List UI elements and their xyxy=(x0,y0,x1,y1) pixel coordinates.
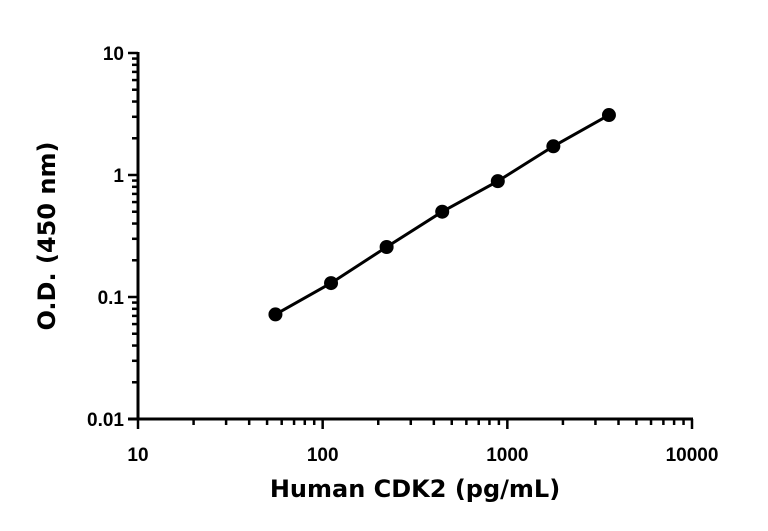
data-point xyxy=(490,174,505,189)
y-axis-title: O.D. (450 nm) xyxy=(33,142,61,331)
axes xyxy=(128,52,693,421)
data-point xyxy=(601,108,616,123)
x-tick-label: 100 xyxy=(307,445,339,466)
x-axis-title: Human CDK2 (pg/mL) xyxy=(270,475,560,503)
data-point xyxy=(324,276,339,291)
x-axis-ticks xyxy=(136,419,694,429)
data-series xyxy=(268,108,616,322)
x-tick-label: 10000 xyxy=(666,445,719,466)
y-axis-ticks xyxy=(128,51,138,421)
x-tick-label: 10 xyxy=(127,445,148,466)
data-point xyxy=(268,307,283,322)
y-tick-label: 0.01 xyxy=(87,410,124,431)
y-tick-label: 10 xyxy=(103,44,124,65)
y-tick-labels: 0.01 0.1 1 10 xyxy=(87,44,124,431)
data-point xyxy=(546,139,561,154)
y-tick-label: 0.1 xyxy=(98,288,125,309)
data-point xyxy=(379,239,394,254)
x-tick-labels: 10 100 1000 10000 xyxy=(127,445,718,466)
y-tick-label: 1 xyxy=(113,166,124,187)
x-tick-label: 1000 xyxy=(486,445,528,466)
data-point xyxy=(435,204,450,219)
